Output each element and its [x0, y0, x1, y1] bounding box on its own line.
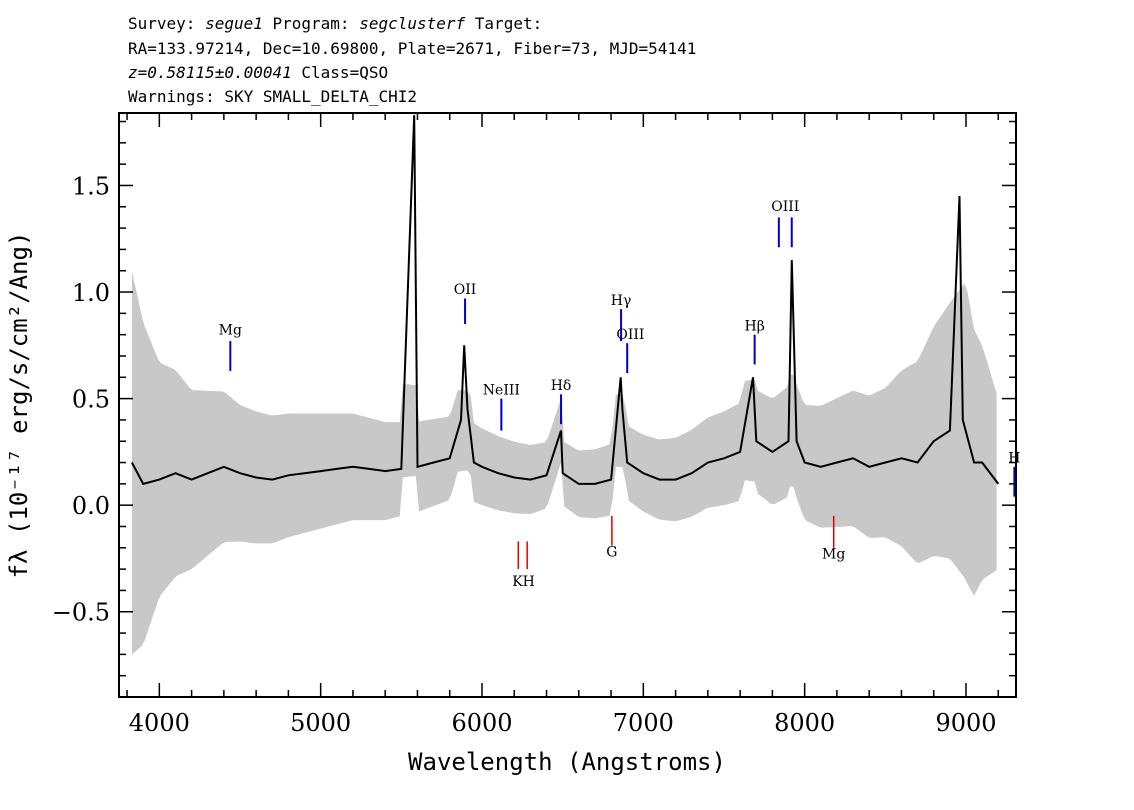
annotation-label: K — [512, 574, 523, 590]
header: Survey: segue1 Program: segclusterf Targ… — [128, 14, 696, 106]
annotation-label: Mg — [822, 546, 845, 562]
line-annotations — [229, 217, 1016, 570]
annotation-label: OIII — [616, 327, 644, 343]
y-axis-label: fλ (10⁻¹⁷ erg/s/cm²/Ang) — [5, 232, 33, 579]
annotation-label: Hβ — [744, 318, 764, 334]
x-tick-label: 7000 — [613, 709, 674, 737]
annotation-label: OIII — [771, 199, 799, 215]
flux-series — [131, 115, 1000, 486]
header-line-2: RA=133.97214, Dec=10.69800, Plate=2671, … — [128, 39, 696, 58]
header-line-4: Warnings: SKY SMALL_DELTA_CHI2 — [128, 87, 417, 106]
annotation-label: OII — [454, 282, 477, 298]
annotation-label: G — [606, 544, 617, 560]
error-envelope — [131, 270, 997, 655]
y-tick-label: 0.5 — [72, 386, 110, 414]
annotation-label: H — [1008, 451, 1020, 467]
x-tick-label: 9000 — [935, 709, 996, 737]
annotation-label: Hγ — [611, 293, 632, 309]
x-tick-label: 5000 — [290, 709, 351, 737]
error-band — [131, 270, 997, 655]
x-tick-label: 8000 — [774, 709, 835, 737]
annotation-label: Mg — [219, 323, 242, 339]
y-tick-label: 1.0 — [72, 279, 110, 307]
header-line-3: z=0.58115±0.00041 Class=QSO — [128, 63, 388, 82]
header-line-1: Survey: segue1 Program: segclusterf Targ… — [128, 14, 542, 33]
annotation-label: Hδ — [551, 378, 572, 394]
y-tick-label: 1.5 — [72, 172, 110, 200]
plot-frame — [118, 112, 1017, 698]
axis-ticks: 4000 5000 6000 7000 8000 9000 −0.5 0.0 0.5 1.0 1.5 — [52, 113, 1016, 737]
y-tick-label: −0.5 — [52, 599, 110, 627]
x-axis-label: Wavelength (Angstroms) — [408, 748, 726, 776]
x-tick-label: 6000 — [451, 709, 512, 737]
annotation-label: NeIII — [483, 382, 520, 398]
y-tick-label: 0.0 — [72, 492, 110, 520]
x-tick-label: 4000 — [129, 709, 190, 737]
annotation-label: H — [523, 574, 535, 590]
flux-line — [131, 115, 1000, 486]
